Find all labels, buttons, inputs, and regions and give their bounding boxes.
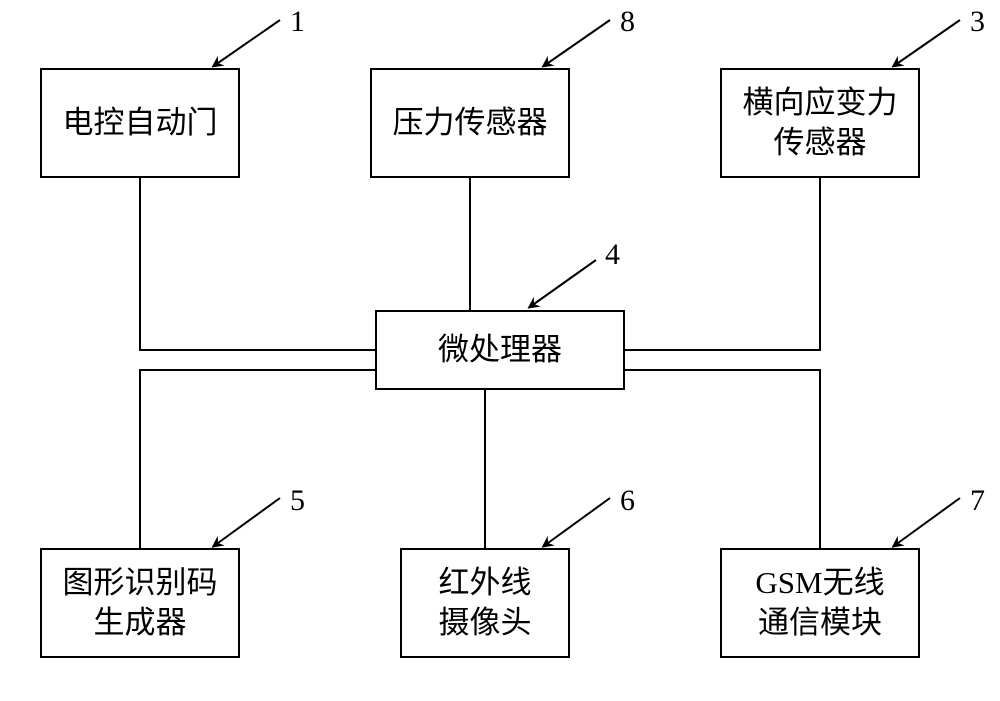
label-num-3: 3: [970, 5, 985, 39]
label-num-5: 5: [290, 484, 305, 518]
label-num-6: 6: [620, 484, 635, 518]
label-num-4: 4: [605, 238, 620, 272]
node-label: 微处理器: [438, 330, 562, 370]
node-label: 压力传感器: [393, 103, 548, 143]
node-label: 图形识别码生成器: [63, 563, 218, 644]
label-num-8: 8: [620, 5, 635, 39]
label-num-7: 7: [970, 484, 985, 518]
node-label: GSM无线通信模块: [755, 563, 884, 644]
node-label: 横向应变力传感器: [743, 83, 898, 164]
node-label: 红外线摄像头: [439, 563, 532, 644]
node-ir-camera: 红外线摄像头: [400, 548, 570, 658]
node-pressure-sensor: 压力传感器: [370, 68, 570, 178]
label-num-1: 1: [290, 5, 305, 39]
node-gsm-module: GSM无线通信模块: [720, 548, 920, 658]
node-strain-sensor: 横向应变力传感器: [720, 68, 920, 178]
node-auto-door: 电控自动门: [40, 68, 240, 178]
node-label: 电控自动门: [63, 103, 218, 143]
node-microprocessor: 微处理器: [375, 310, 625, 390]
node-code-generator: 图形识别码生成器: [40, 548, 240, 658]
